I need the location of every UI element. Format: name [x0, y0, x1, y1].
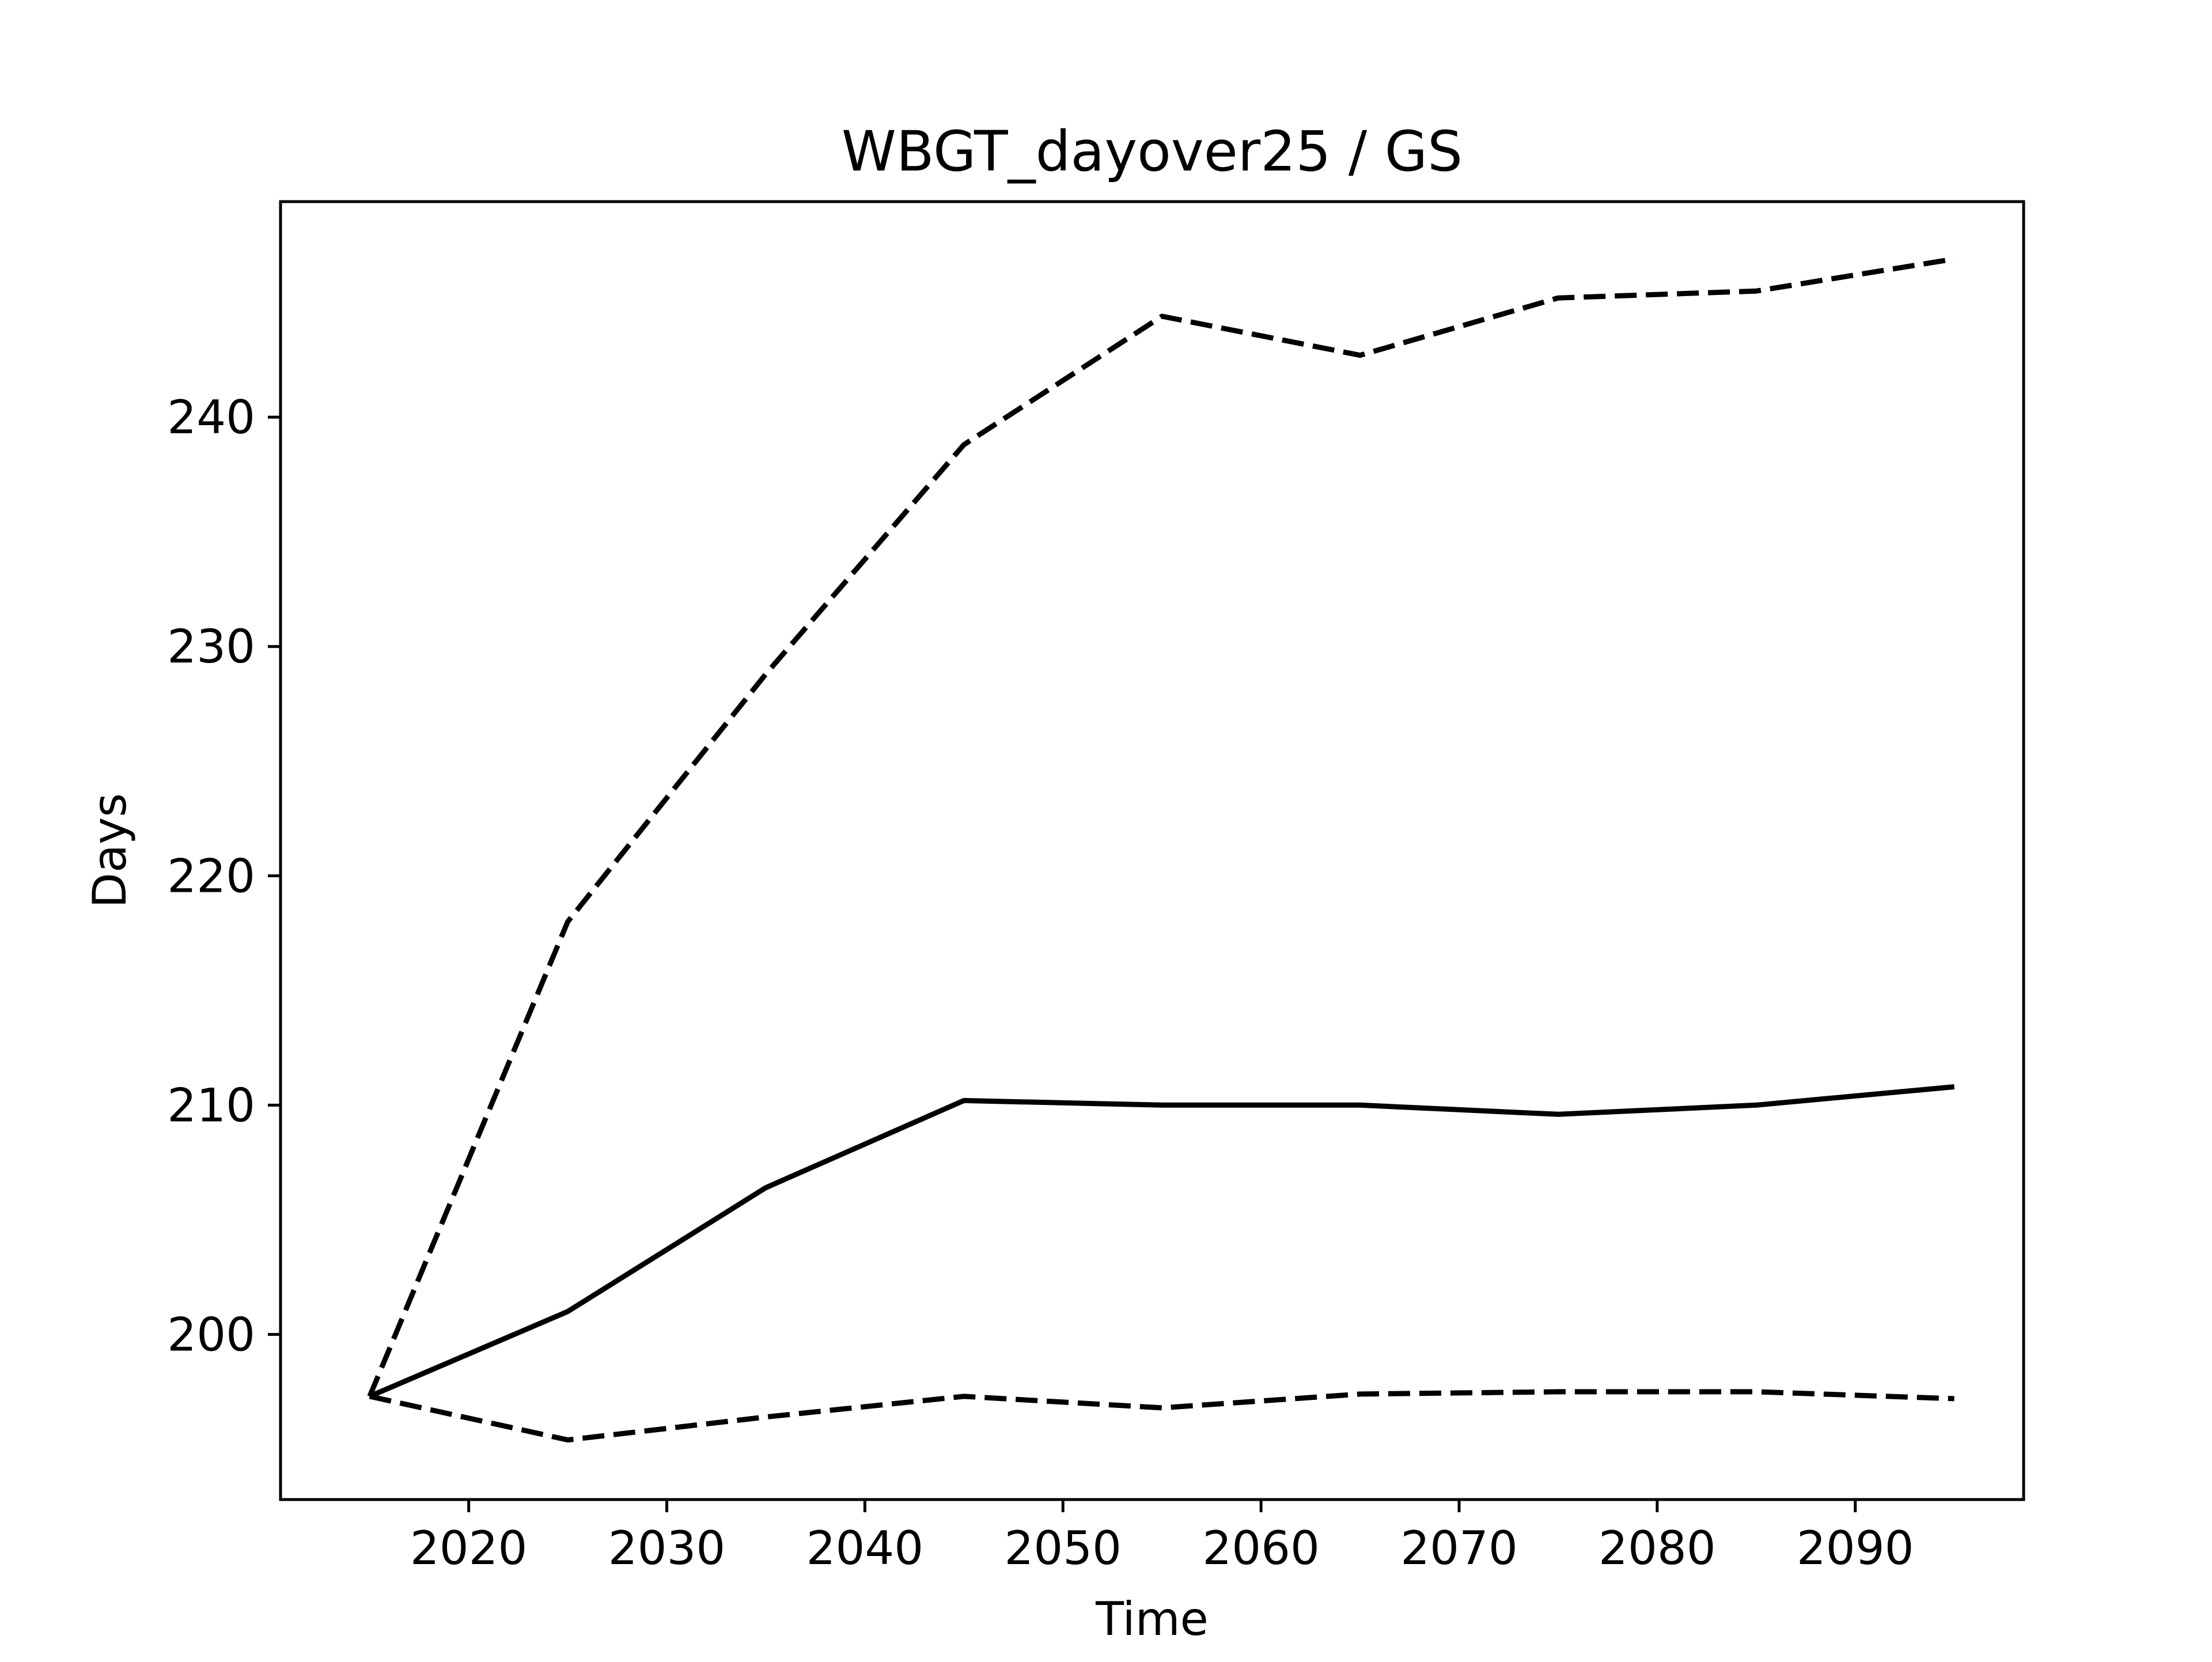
y-tick-label: 220 [167, 849, 255, 903]
y-axis-label: Days [83, 793, 137, 908]
plot-frame [279, 200, 2025, 1501]
y-tick-label: 230 [167, 620, 255, 673]
y-tick-label: 240 [167, 391, 255, 444]
y-tick-label: 200 [167, 1308, 255, 1361]
y-axis: 200 210 220 230 240 [167, 391, 281, 1361]
series-line-2 [367, 256, 1955, 1398]
series-layer [367, 256, 1955, 1443]
x-tick-label: 2020 [410, 1521, 528, 1575]
x-tick-label: 2050 [1004, 1521, 1122, 1575]
x-tick-label: 2080 [1599, 1521, 1716, 1575]
x-tick-label: 2030 [608, 1521, 726, 1575]
x-tick-label: 2040 [806, 1521, 924, 1575]
chart-title: WBGT_dayover25 / GS [842, 119, 1463, 184]
x-axis-label: Time [1095, 1592, 1209, 1646]
x-tick-label: 2090 [1797, 1521, 1914, 1575]
series-line-3 [369, 1389, 1955, 1443]
x-tick-label: 2070 [1400, 1521, 1518, 1575]
y-tick-label: 210 [167, 1078, 255, 1132]
series-line-1 [368, 1084, 1955, 1399]
x-axis: 2020 2030 2040 2050 2060 2070 2080 2090 [410, 1500, 1914, 1575]
x-tick-label: 2060 [1202, 1521, 1320, 1575]
